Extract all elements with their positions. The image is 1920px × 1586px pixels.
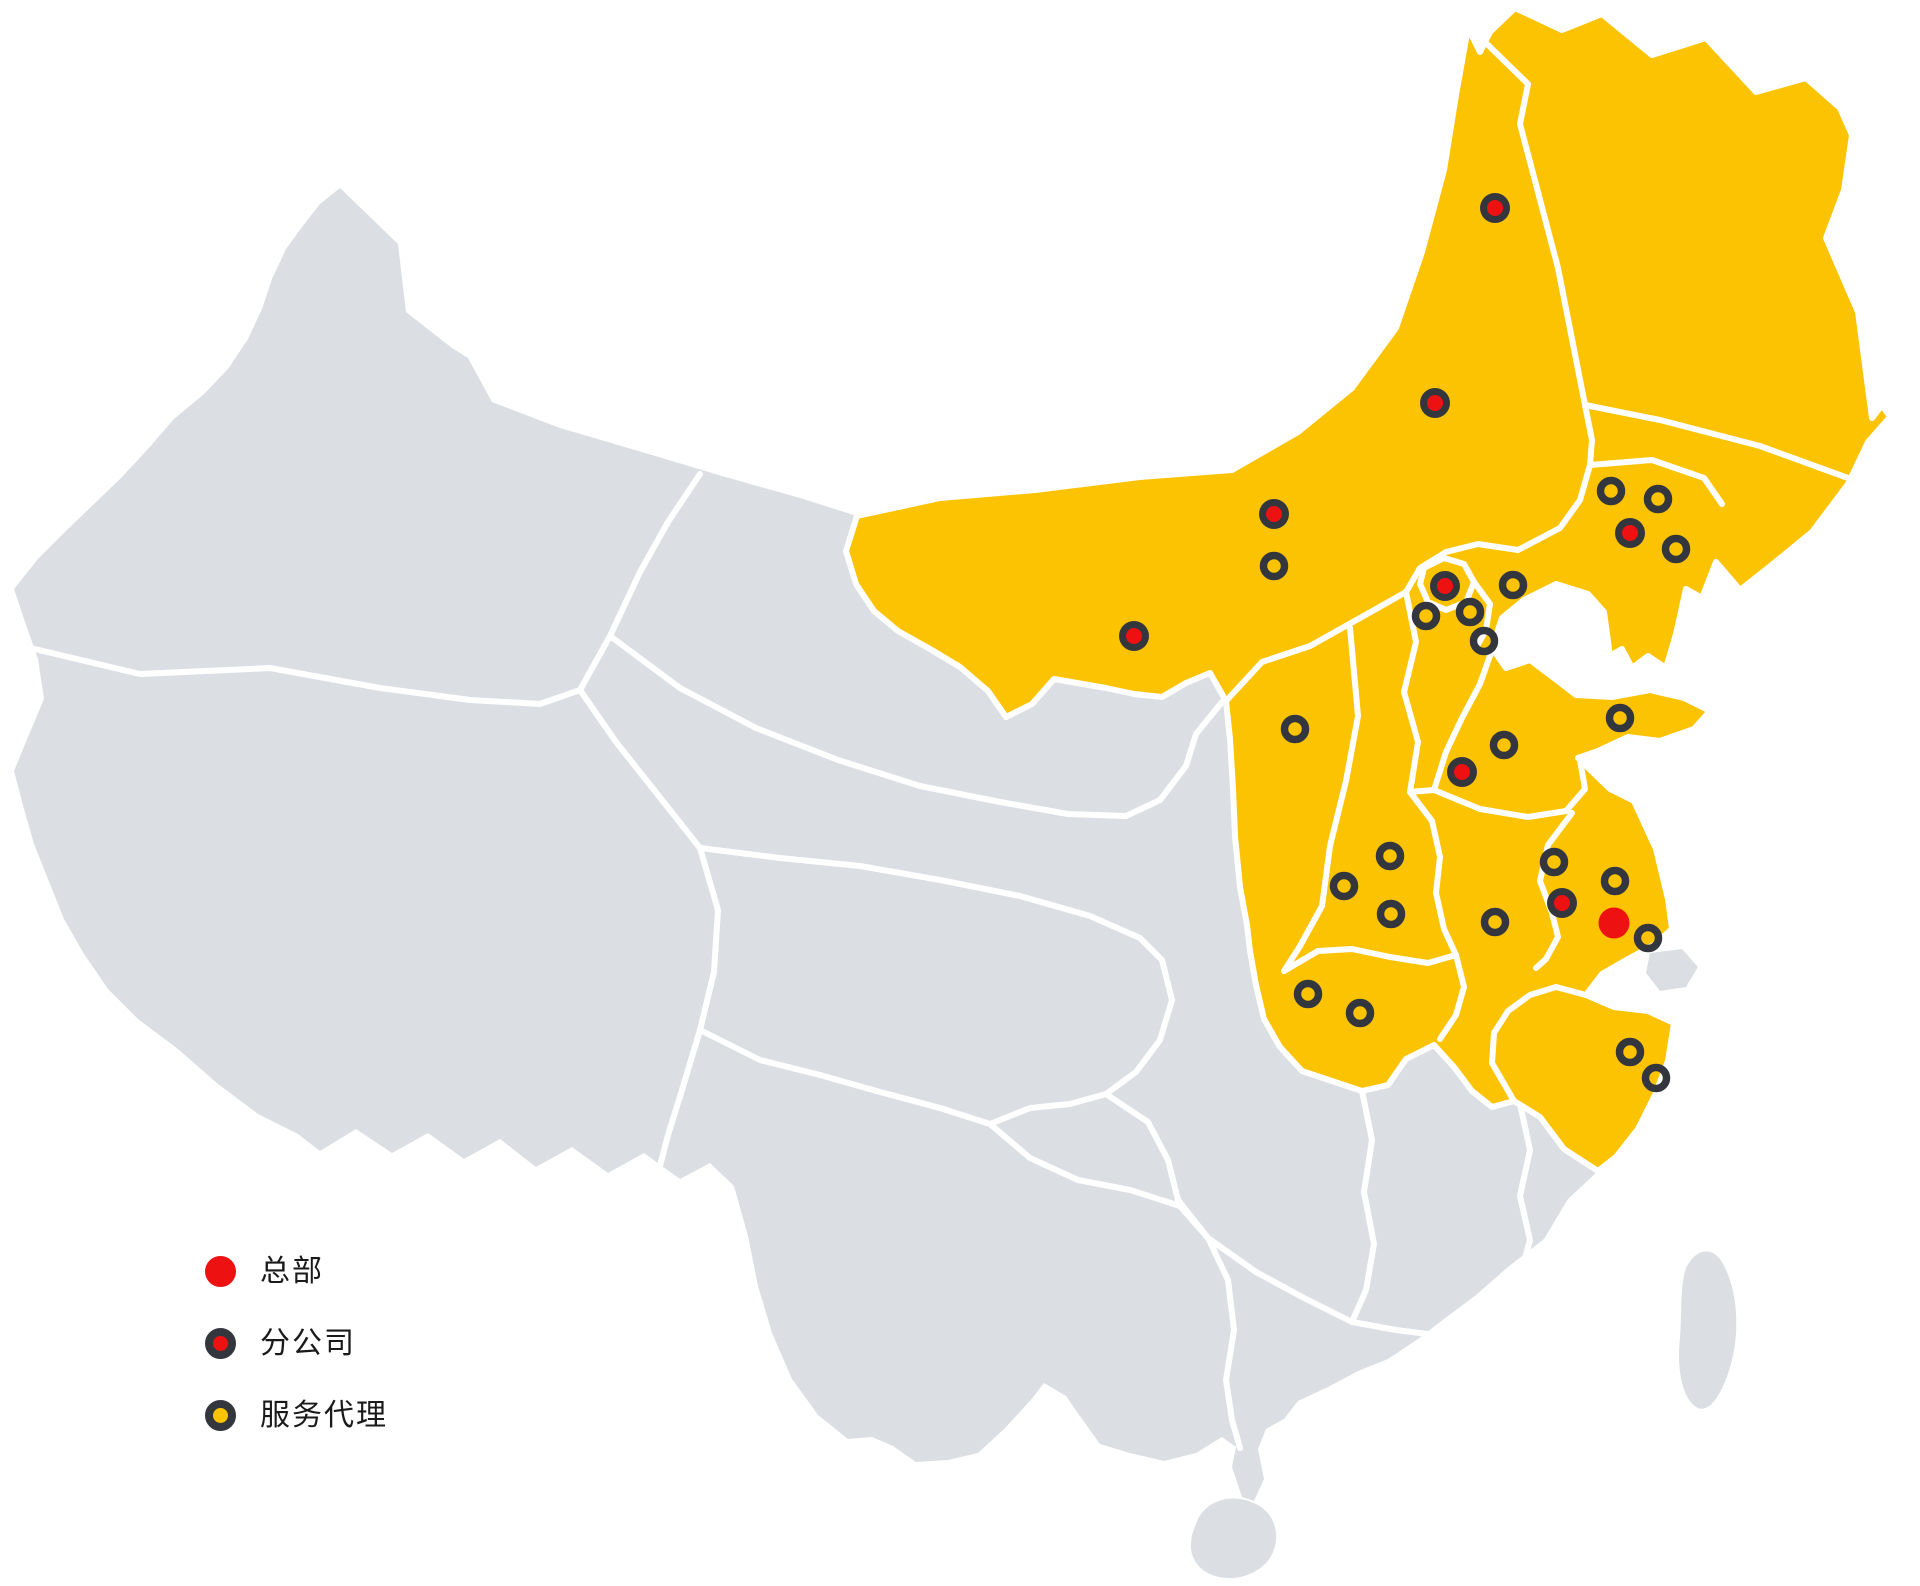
taiwan-island (1678, 1251, 1737, 1409)
province-border-line (1431, 757, 1588, 820)
branch-office-marker-core (1427, 395, 1443, 411)
service-agent-marker (1661, 534, 1691, 564)
province-border-line (1471, 579, 1493, 651)
legend-item-service-agent: 服务代理 (205, 1400, 388, 1431)
province-border-line (1403, 541, 1521, 595)
hainan-island (1190, 1498, 1277, 1579)
province-border-line (1484, 41, 1588, 408)
province-border-line (1281, 625, 1361, 974)
branch-office-marker-core (1487, 200, 1503, 216)
branch-office-marker-icon (205, 1328, 236, 1359)
service-agent-marker (1280, 714, 1310, 744)
branch-office-marker-core (1622, 525, 1638, 541)
service-agent-marker (1596, 476, 1626, 506)
western-province-borders (19, 471, 1533, 1451)
service-agent-marker (1489, 730, 1519, 760)
service-agent-marker (1539, 847, 1569, 877)
branch-office-marker-core (1554, 895, 1570, 911)
service-agent-marker (1605, 703, 1635, 733)
province-border-line (987, 1091, 1109, 1127)
province-border-line (1437, 952, 1467, 1042)
service-agent-marker (1469, 626, 1499, 656)
service-agent-marker (1643, 484, 1673, 514)
legend-item-headquarters: 总部 (205, 1256, 388, 1287)
service-agent-marker (1455, 597, 1485, 627)
service-agent-marker (1498, 570, 1528, 600)
province-border-line (1281, 946, 1459, 974)
branch-office-marker-core (1437, 578, 1453, 594)
legend-label-service-agent: 服务代理 (260, 1399, 388, 1432)
eastern-province-borders (1223, 41, 1851, 1104)
service-agent-marker (1600, 866, 1630, 896)
province-border-line (607, 633, 1225, 819)
service-agent-marker (1375, 841, 1405, 871)
province-border-line (1489, 984, 1589, 1104)
province-border-line (1205, 1235, 1355, 1325)
legend-label-headquarters: 总部 (260, 1255, 324, 1288)
province-border-line (1205, 1235, 1243, 1451)
service-agent-marker (1615, 1037, 1645, 1067)
province-border-line (1401, 589, 1421, 795)
province-border-line (1582, 402, 1851, 481)
province-border-line (577, 687, 703, 851)
branch-office-marker-core (1454, 764, 1470, 780)
branch-office-marker-core (1126, 628, 1142, 644)
service-agent-marker (1376, 899, 1406, 929)
province-border-line (1407, 789, 1459, 958)
service-agent-marker (1293, 979, 1323, 1009)
service-agent-marker (1259, 551, 1289, 581)
headquarters-marker-icon (205, 1256, 236, 1287)
province-border-line (577, 471, 703, 693)
location-markers-layer (1119, 193, 1691, 1093)
service-agent-marker (1480, 907, 1510, 937)
service-agent-marker (1329, 871, 1359, 901)
province-border-line (19, 643, 583, 707)
service-agent-marker-icon (205, 1400, 236, 1431)
province-border-line (1103, 957, 1175, 1097)
province-border-line (1515, 402, 1595, 553)
service-agent-marker (1633, 923, 1663, 953)
province-border-line (1349, 1088, 1377, 1325)
province-border-line (1349, 1309, 1507, 1339)
province-border-line (1407, 647, 1495, 795)
service-agent-marker (1641, 1063, 1671, 1093)
province-border-line (697, 1027, 993, 1127)
province-border-line (1223, 589, 1409, 704)
service-agent-marker (1345, 998, 1375, 1028)
branch-office-marker-core (1266, 506, 1282, 522)
legend-item-branch-office: 分公司 (205, 1328, 388, 1359)
province-border-line (697, 845, 1165, 963)
service-agent-marker (1411, 601, 1441, 631)
legend: 总部 分公司 服务代理 (205, 1256, 388, 1431)
headquarters-marker (1598, 907, 1630, 939)
legend-label-branch-office: 分公司 (260, 1327, 356, 1360)
province-border-line (1103, 1091, 1211, 1241)
province-border-line (1587, 457, 1725, 507)
shanghai-delta-area (1646, 949, 1698, 991)
province-border-line (1501, 1101, 1533, 1315)
